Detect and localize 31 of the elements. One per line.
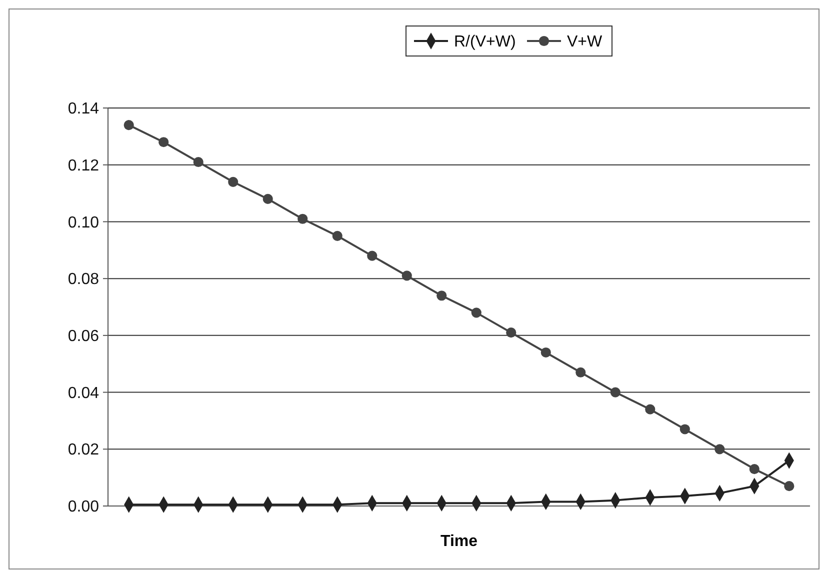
point	[262, 194, 273, 204]
y-tick-label: 0.02	[68, 442, 100, 459]
point	[749, 464, 760, 474]
y-tick-label: 0.10	[68, 214, 100, 232]
y-tick-label: 0.06	[68, 328, 100, 346]
y-tick-label: 0.08	[68, 271, 100, 288]
point	[228, 176, 238, 187]
point	[124, 120, 134, 130]
point	[402, 270, 412, 281]
point	[158, 137, 169, 148]
legend-label: V+W	[567, 34, 604, 51]
point	[784, 481, 794, 492]
point	[298, 214, 308, 224]
y-tick-label: 0.00	[68, 498, 100, 516]
point	[714, 444, 725, 454]
point	[367, 250, 378, 261]
point	[193, 156, 204, 168]
point	[576, 367, 586, 378]
point	[436, 290, 447, 301]
point	[471, 308, 482, 318]
y-tick-label: 0.14	[68, 100, 100, 118]
y-tick-label: 0.04	[68, 384, 100, 402]
point	[645, 404, 656, 414]
point	[610, 387, 620, 398]
y-tick-label: 0.12	[68, 157, 100, 174]
x-axis-title: Time	[440, 533, 478, 550]
legend-label: R/(V+W)	[454, 34, 516, 51]
point	[506, 328, 516, 338]
point	[540, 347, 551, 358]
point	[332, 230, 342, 241]
point	[680, 424, 690, 434]
